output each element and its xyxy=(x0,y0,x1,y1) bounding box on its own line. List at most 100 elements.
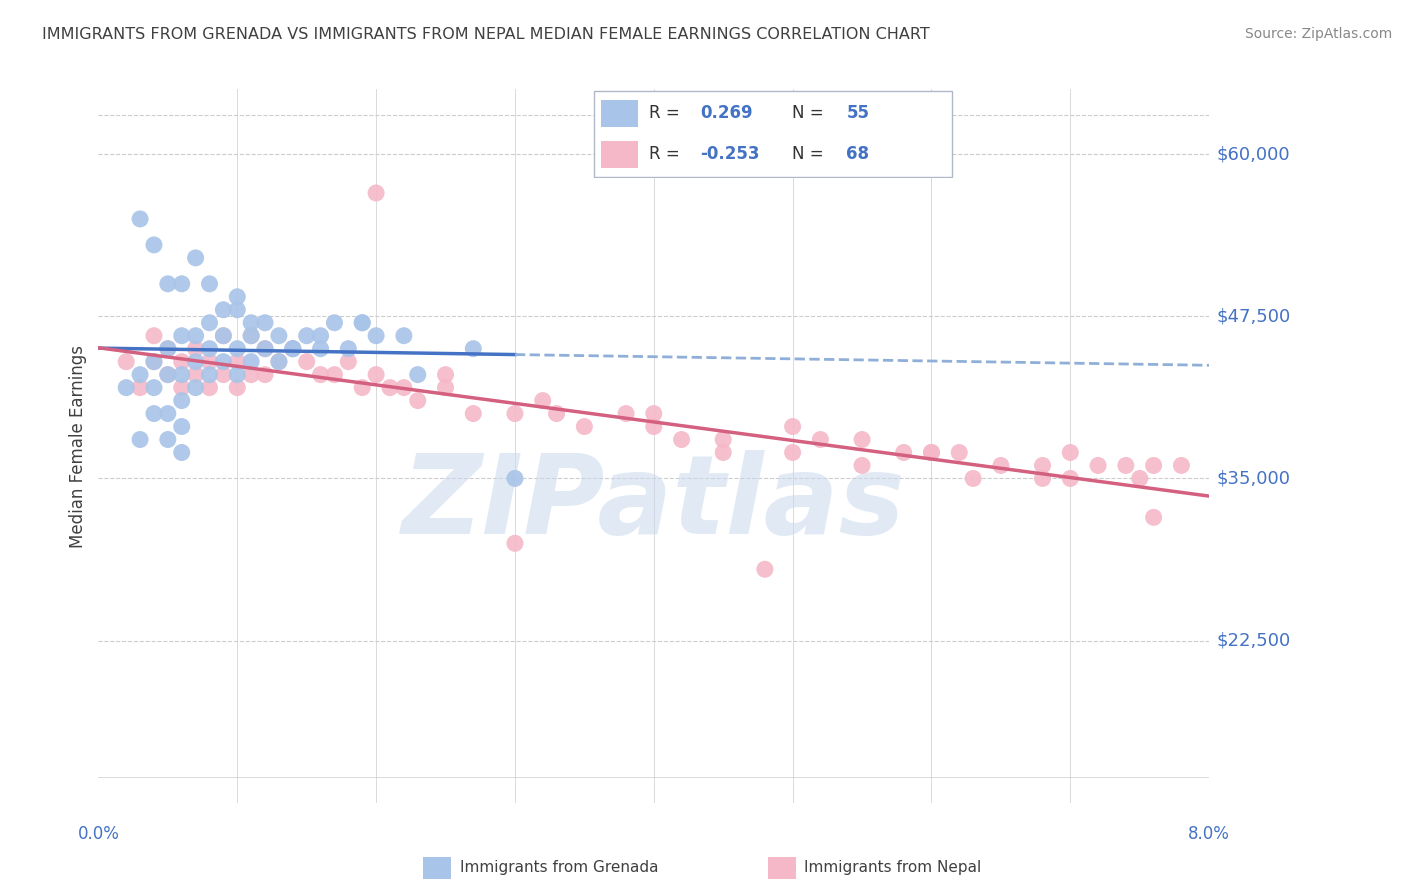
Point xyxy=(782,445,804,459)
Point xyxy=(962,471,984,485)
Point xyxy=(129,433,152,447)
Point xyxy=(711,445,734,459)
Text: ZIPatlas: ZIPatlas xyxy=(402,450,905,557)
Point xyxy=(643,407,665,421)
Point xyxy=(366,186,388,200)
Point xyxy=(503,407,526,421)
Point xyxy=(463,342,485,356)
FancyBboxPatch shape xyxy=(595,91,952,177)
Point xyxy=(226,354,249,368)
Point xyxy=(226,302,249,317)
Point xyxy=(574,419,596,434)
Point xyxy=(281,342,304,356)
Point xyxy=(253,342,276,356)
Point xyxy=(1143,458,1166,473)
Point xyxy=(711,433,734,447)
Point xyxy=(1115,458,1137,473)
Point xyxy=(851,433,873,447)
Text: R =: R = xyxy=(650,104,685,122)
Point xyxy=(1032,458,1054,473)
Point xyxy=(156,407,179,421)
Point xyxy=(184,328,207,343)
Text: Source: ZipAtlas.com: Source: ZipAtlas.com xyxy=(1244,27,1392,41)
Point xyxy=(782,419,804,434)
Text: Immigrants from Grenada: Immigrants from Grenada xyxy=(460,860,658,874)
Point xyxy=(253,316,276,330)
Point xyxy=(253,342,276,356)
Point xyxy=(1059,445,1081,459)
Point xyxy=(920,445,942,459)
Point xyxy=(226,290,249,304)
Text: $35,000: $35,000 xyxy=(1216,469,1291,487)
Point xyxy=(143,354,166,368)
Point xyxy=(198,277,221,291)
Text: 0.269: 0.269 xyxy=(700,104,752,122)
Point xyxy=(531,393,554,408)
Point xyxy=(156,368,179,382)
Point xyxy=(366,328,388,343)
Point xyxy=(366,368,388,382)
Point xyxy=(352,381,374,395)
Point xyxy=(754,562,776,576)
Point xyxy=(212,302,235,317)
Point xyxy=(1059,471,1081,485)
Point xyxy=(1143,510,1166,524)
Point xyxy=(115,381,138,395)
Point xyxy=(267,328,290,343)
Point xyxy=(434,368,457,382)
Point xyxy=(851,458,873,473)
Point xyxy=(143,381,166,395)
Text: $22,500: $22,500 xyxy=(1216,632,1291,649)
Point xyxy=(184,251,207,265)
Point xyxy=(1087,458,1109,473)
Point xyxy=(323,316,346,330)
Point xyxy=(378,381,401,395)
Point xyxy=(240,354,263,368)
Point xyxy=(253,368,276,382)
Point xyxy=(463,407,485,421)
FancyBboxPatch shape xyxy=(423,857,451,879)
Point xyxy=(240,328,263,343)
Point xyxy=(212,328,235,343)
Point xyxy=(198,342,221,356)
Text: R =: R = xyxy=(650,145,685,163)
Point xyxy=(671,433,693,447)
Text: N =: N = xyxy=(792,145,828,163)
Point xyxy=(143,354,166,368)
Point xyxy=(503,536,526,550)
Text: 68: 68 xyxy=(846,145,869,163)
Point xyxy=(352,316,374,330)
Point xyxy=(170,354,193,368)
Point xyxy=(281,342,304,356)
Point xyxy=(198,381,221,395)
Point xyxy=(129,211,152,226)
Text: $60,000: $60,000 xyxy=(1216,145,1289,163)
Point xyxy=(295,328,318,343)
Point xyxy=(1170,458,1192,473)
Point xyxy=(170,445,193,459)
Point xyxy=(156,277,179,291)
Point xyxy=(170,419,193,434)
Point xyxy=(129,368,152,382)
Point xyxy=(156,342,179,356)
FancyBboxPatch shape xyxy=(602,100,638,127)
Y-axis label: Median Female Earnings: Median Female Earnings xyxy=(69,344,87,548)
Point xyxy=(212,354,235,368)
Point xyxy=(115,354,138,368)
Text: IMMIGRANTS FROM GRENADA VS IMMIGRANTS FROM NEPAL MEDIAN FEMALE EARNINGS CORRELAT: IMMIGRANTS FROM GRENADA VS IMMIGRANTS FR… xyxy=(42,27,929,42)
Text: Immigrants from Nepal: Immigrants from Nepal xyxy=(804,860,981,874)
Text: 8.0%: 8.0% xyxy=(1188,825,1230,843)
Point xyxy=(503,471,526,485)
Point xyxy=(614,407,637,421)
Point xyxy=(198,354,221,368)
Point xyxy=(143,238,166,252)
Point xyxy=(240,368,263,382)
Point xyxy=(198,316,221,330)
Text: 55: 55 xyxy=(846,104,869,122)
Point xyxy=(337,354,360,368)
Point xyxy=(198,368,221,382)
Point xyxy=(212,368,235,382)
Point xyxy=(240,328,263,343)
FancyBboxPatch shape xyxy=(768,857,796,879)
Point xyxy=(643,419,665,434)
